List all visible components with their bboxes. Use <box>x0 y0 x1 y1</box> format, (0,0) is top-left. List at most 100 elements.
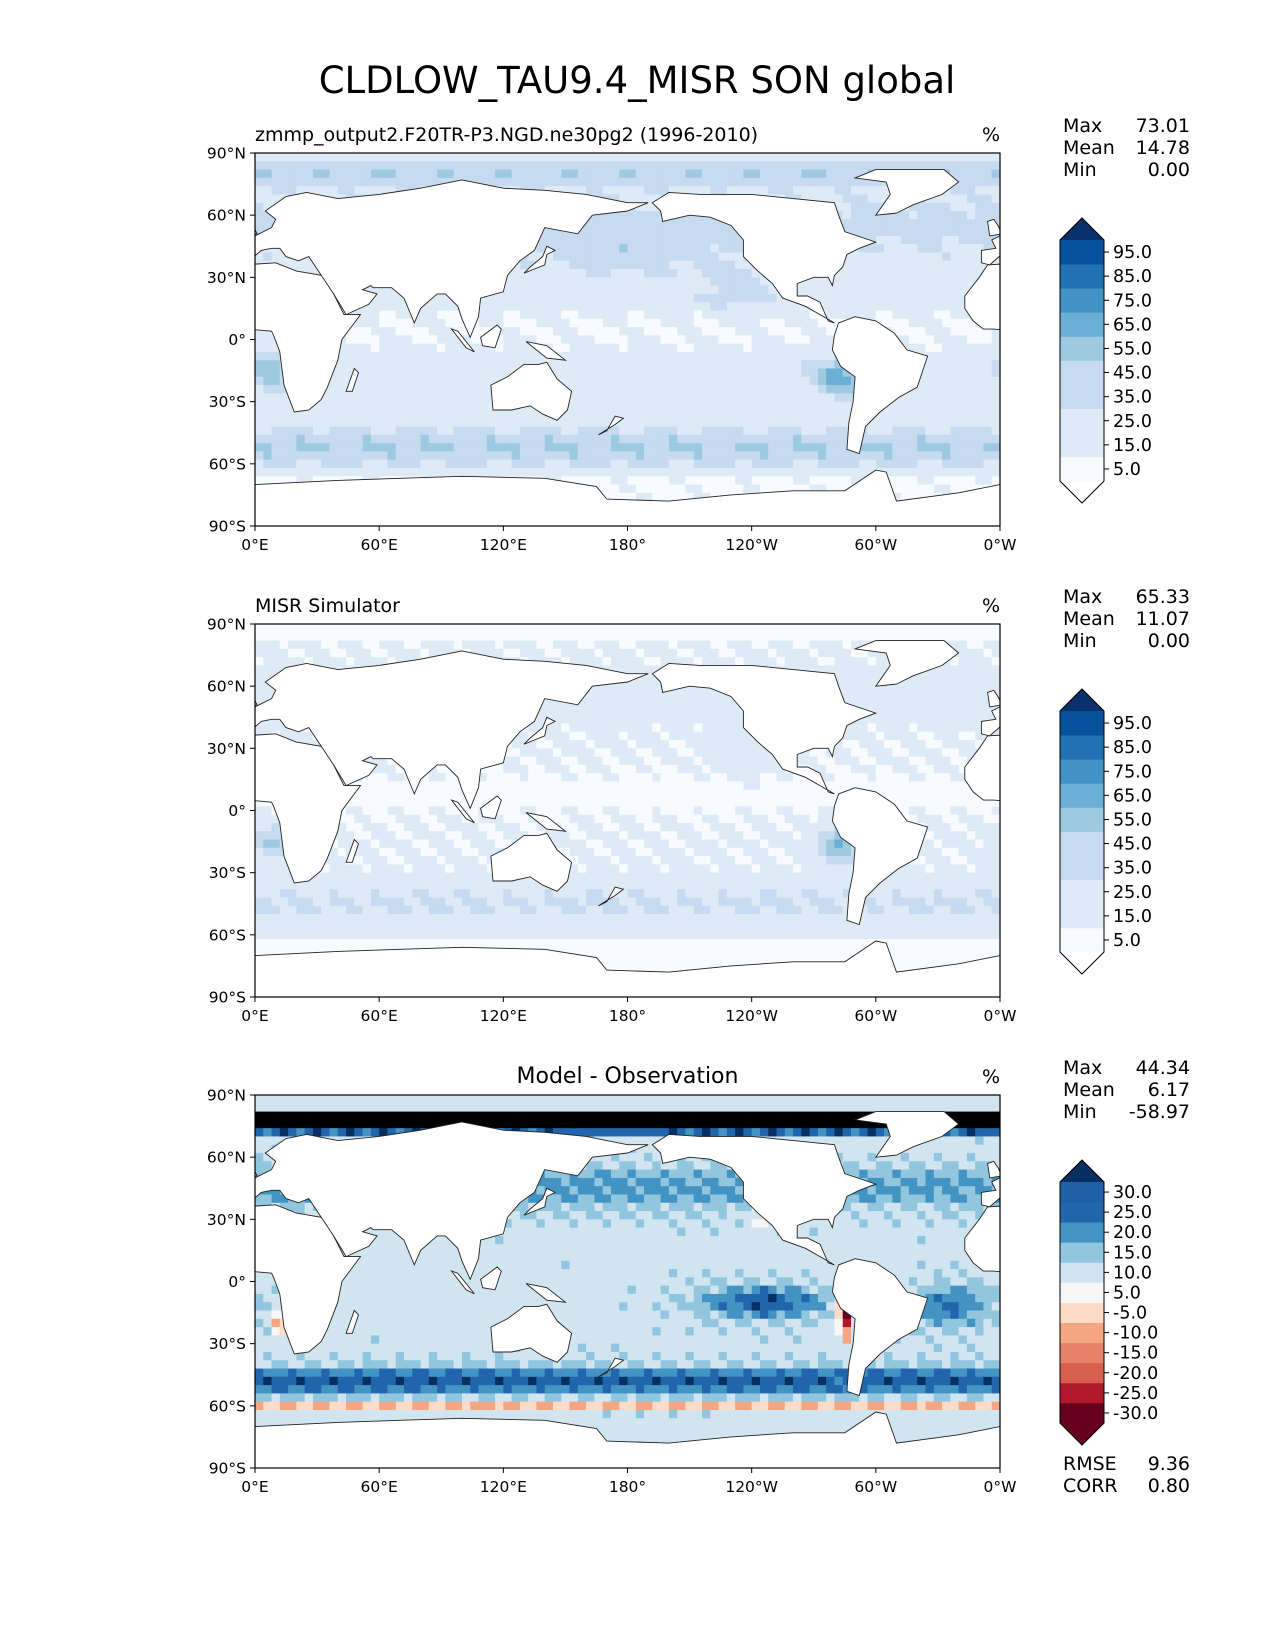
stat-label-min: Min <box>1063 159 1097 181</box>
colorbar-tick-label: 45.0 <box>1113 364 1152 384</box>
lat-tick-label: 90°N <box>207 1087 246 1105</box>
colorbar-band <box>1060 879 1104 905</box>
lat-tick-label: 90°N <box>207 616 246 634</box>
colorbar-band <box>1060 1362 1104 1384</box>
lon-tick-label: 180° <box>609 536 646 554</box>
colorbar-band <box>1060 807 1104 832</box>
stat-value-max: 73.01 <box>1136 115 1190 137</box>
lat-tick-label: 90°S <box>209 989 246 1007</box>
colorbar-band <box>1060 855 1104 881</box>
colorbar-tick-label: 15.0 <box>1113 907 1152 927</box>
colorbar-tick-label: 55.0 <box>1113 810 1152 830</box>
lat-tick-label: 0° <box>228 331 246 349</box>
colorbar-band <box>1060 783 1104 808</box>
stat-label-max: Max <box>1063 115 1102 137</box>
lat-tick-label: 30°N <box>207 1211 246 1229</box>
colorbar-band <box>1060 1242 1104 1263</box>
panel-difference: 90°N 60°N 30°N 0° 30°S 60°S 90°S0°E 60°E 120°E 18… <box>207 1057 1190 1497</box>
colorbar-tick-label: 95.0 <box>1113 714 1152 734</box>
lon-tick-label: 60°E <box>361 1007 398 1025</box>
colorbar-tick-label: 45.0 <box>1113 835 1152 855</box>
lon-tick-label: 60°W <box>854 1478 897 1496</box>
colorbar-tick-label: 25.0 <box>1113 412 1152 432</box>
coastlines <box>255 640 1000 997</box>
lon-tick-label: 120°W <box>725 1478 778 1496</box>
colorbar-tick-label: -5.0 <box>1113 1304 1147 1324</box>
lon-tick-label: 0°E <box>241 1478 268 1496</box>
colorbar-tick-label: 85.0 <box>1113 267 1152 287</box>
colorbar-band <box>1060 264 1104 289</box>
lat-tick-label: 90°N <box>207 145 246 163</box>
lon-tick-label: 60°E <box>361 536 398 554</box>
colorbar-tick-label: -25.0 <box>1113 1384 1158 1404</box>
colorbar-extend-max <box>1060 1160 1104 1182</box>
colorbar: 95.0 85.0 75.0 65.0 55.0 45.0 35.0 25.0 15.0 5.0 <box>1059 217 1152 504</box>
lon-tick-label: 120°W <box>725 536 778 554</box>
stat-label-mean: Mean <box>1063 1079 1115 1101</box>
colorbar-tick-label: 10.0 <box>1113 1263 1152 1283</box>
colorbar-tick-label: 5.0 <box>1113 460 1141 480</box>
lat-tick-label: 0° <box>228 1273 246 1291</box>
panel-units: % <box>982 124 1000 146</box>
colorbar-band <box>1060 288 1104 313</box>
lat-tick-label: 60°S <box>209 455 246 473</box>
colorbar-band <box>1060 1402 1104 1424</box>
panel-reference: 90°N 60°N 30°N 0° 30°S 60°S 90°S0°E 60°E 120°E 18… <box>207 586 1190 1025</box>
colorbar-band <box>1060 927 1104 953</box>
colorbar-tick-label: -30.0 <box>1113 1404 1158 1424</box>
colorbar-extend-min <box>1060 952 1104 974</box>
colorbar-outline <box>1059 1159 1105 1446</box>
colorbar-tick-label: 25.0 <box>1113 883 1152 903</box>
colorbar-tick-label: 35.0 <box>1113 859 1152 879</box>
colorbar: 30.025.020.015.010.05.0-5.0-10.0-15.0-20… <box>1059 1159 1158 1446</box>
stat-label-max: Max <box>1063 586 1102 608</box>
colorbar-band <box>1060 384 1104 410</box>
colorbar-tick-label: 15.0 <box>1113 436 1152 456</box>
lat-tick-label: 90°S <box>209 1460 246 1478</box>
lat-tick-label: 60°N <box>207 207 246 225</box>
lon-tick-label: 60°W <box>854 536 897 554</box>
stat-value-mean: 14.78 <box>1136 137 1190 159</box>
figure-title: CLDLOW_TAU9.4_MISR SON global <box>319 59 956 102</box>
colorbar-tick-label: 55.0 <box>1113 339 1152 359</box>
colorbar-outline <box>1059 217 1105 504</box>
stat-label-min: Min <box>1063 1101 1097 1123</box>
colorbar-tick-label: 95.0 <box>1113 243 1152 263</box>
colorbar-band <box>1060 336 1104 361</box>
stat-value-mean: 11.07 <box>1136 608 1190 630</box>
stat-value-min: -58.97 <box>1129 1101 1190 1123</box>
colorbar-band <box>1060 759 1104 784</box>
lat-tick-label: 60°S <box>209 1397 246 1415</box>
stat-label-corr: CORR <box>1063 1475 1118 1497</box>
colorbar-band <box>1060 456 1104 482</box>
stat-value-rmse: 9.36 <box>1148 1453 1190 1475</box>
colorbar-band <box>1060 1222 1104 1243</box>
stat-value-corr: 0.80 <box>1148 1475 1190 1497</box>
colorbar-tick-label: 25.0 <box>1113 1203 1152 1223</box>
lon-tick-label: 180° <box>609 1007 646 1025</box>
lat-tick-label: 0° <box>228 802 246 820</box>
lon-tick-label: 120°E <box>480 1478 527 1496</box>
colorbar-band <box>1060 1342 1104 1364</box>
stat-value-min: 0.00 <box>1148 630 1190 652</box>
lon-tick-label: 0°W <box>984 536 1017 554</box>
colorbar-band <box>1060 1282 1104 1303</box>
colorbar-outline <box>1059 688 1105 975</box>
colorbar: 95.0 85.0 75.0 65.0 55.0 45.0 35.0 25.0 15.0 5.0 <box>1059 688 1152 975</box>
colorbar-tick-label: 85.0 <box>1113 738 1152 758</box>
colorbar-tick-label: 65.0 <box>1113 315 1152 335</box>
stat-value-max: 44.34 <box>1136 1057 1190 1079</box>
colorbar-band <box>1060 1382 1104 1404</box>
colorbar-extend-max <box>1060 218 1104 240</box>
colorbar-extend-min <box>1060 1423 1104 1445</box>
panel-center-title: Model - Observation <box>517 1064 739 1089</box>
lon-tick-label: 0°W <box>984 1478 1017 1496</box>
lon-tick-label: 180° <box>609 1478 646 1496</box>
lat-tick-label: 90°S <box>209 518 246 536</box>
stat-value-min: 0.00 <box>1148 159 1190 181</box>
colorbar-tick-label: 20.0 <box>1113 1223 1152 1243</box>
stat-label-mean: Mean <box>1063 137 1115 159</box>
colorbar-band <box>1060 1322 1104 1344</box>
stat-label-mean: Mean <box>1063 608 1115 630</box>
colorbar-tick-label: 15.0 <box>1113 1243 1152 1263</box>
